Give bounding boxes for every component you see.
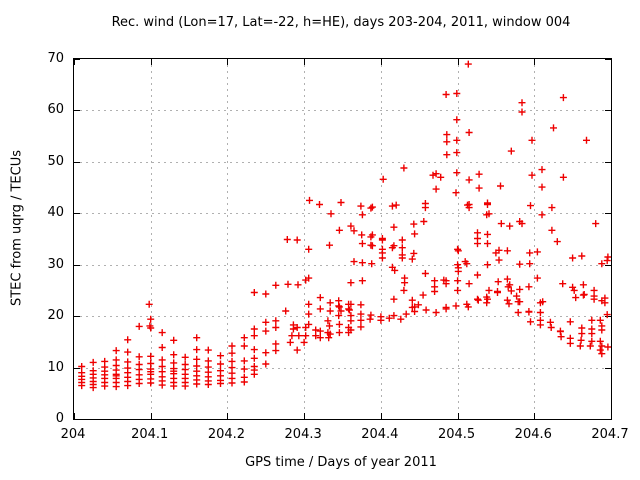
y-tick-label: 0 xyxy=(55,411,64,426)
x-tick-label: 204.4 xyxy=(361,427,399,442)
scatter-canvas xyxy=(74,59,611,419)
x-tick-label: 204.3 xyxy=(284,427,322,442)
y-tick-label: 60 xyxy=(47,102,64,118)
x-tick-label: 204.1 xyxy=(131,427,169,442)
y-tick-label: 40 xyxy=(47,205,64,221)
y-axis-label: STEC from uqrg / TECUs xyxy=(9,149,25,307)
x-tick-label: 204.5 xyxy=(437,427,476,442)
x-tick-label: 204.2 xyxy=(207,427,246,442)
plot-area xyxy=(73,58,612,420)
y-tick-label: 50 xyxy=(47,153,64,169)
data-points xyxy=(78,60,611,392)
x-tick-label: 204 xyxy=(60,427,86,442)
x-axis-label: GPS time / Days of year 2011 xyxy=(245,455,437,470)
y-tick-label: 30 xyxy=(47,256,64,272)
y-tick-label: 70 xyxy=(47,51,64,66)
y-tick-label: 10 xyxy=(47,359,64,375)
x-tick-label: 204.6 xyxy=(514,427,552,442)
x-tick-label: 204.7 xyxy=(591,427,629,442)
chart-title: Rec. wind (Lon=17, Lat=-22, h=HE), days … xyxy=(111,15,571,30)
y-tick-label: 20 xyxy=(47,308,64,324)
